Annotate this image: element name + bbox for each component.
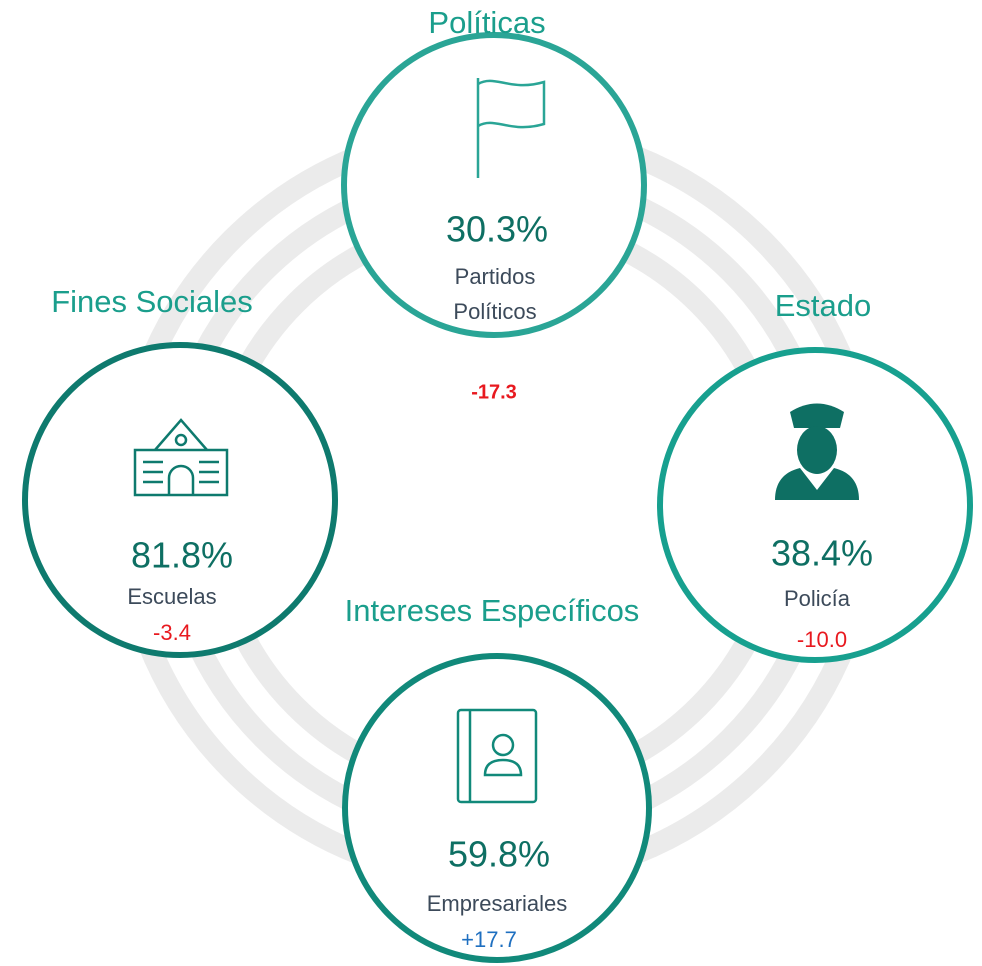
value: 30.3% [446,209,548,250]
flag-icon [476,78,546,178]
label: Policía [784,586,851,611]
label: Escuelas [127,584,216,609]
circles [22,32,973,963]
circle-politicas [341,32,647,338]
label: Partidos [455,264,536,289]
change: -10.0 [797,627,847,652]
change: +17.7 [461,927,517,952]
value: 38.4% [771,533,873,574]
heading: Fines Sociales [51,284,253,319]
heading: Estado [775,288,872,323]
book-icon [456,708,538,804]
change: -3.4 [153,620,191,645]
value: 81.8% [131,535,233,576]
value: 59.8% [448,834,550,875]
circle-intereses [342,653,652,963]
circle-estado [657,347,973,663]
label: Políticos [453,299,536,324]
school-icon [133,418,229,497]
label: Empresariales [427,891,568,916]
change: -17.3 [471,381,517,403]
circle-fines [22,342,338,658]
heading: Políticas [428,5,545,40]
police-icon [775,403,859,500]
heading: Intereses Específicos [345,593,640,628]
